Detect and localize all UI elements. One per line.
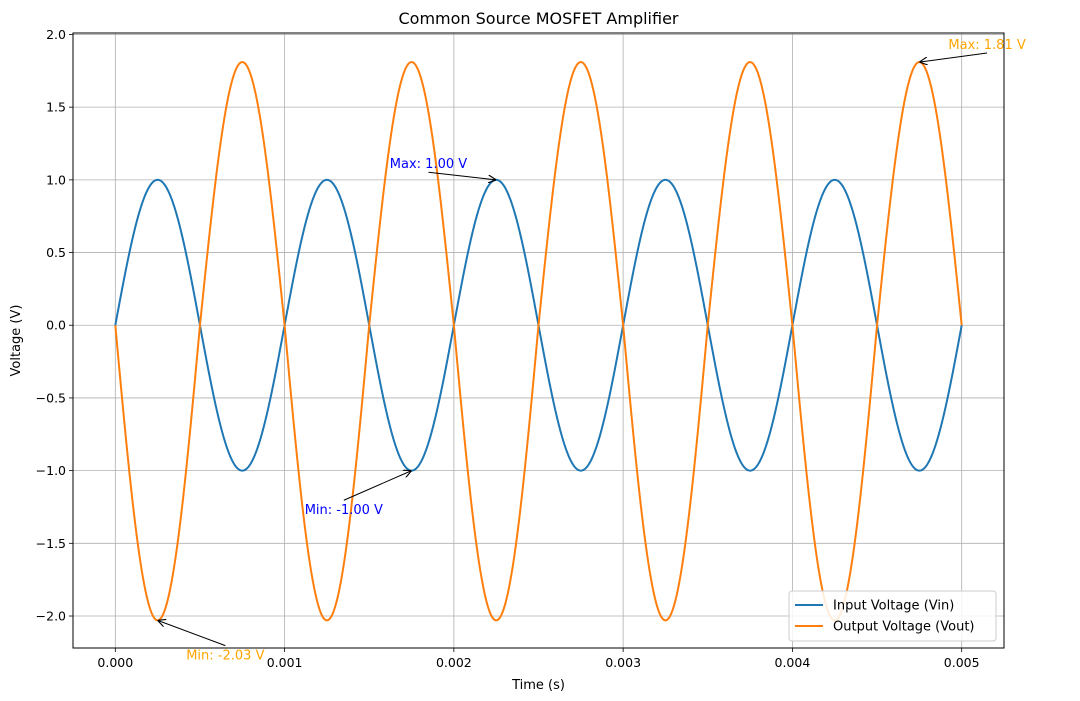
- x-axis-title: Time (s): [511, 678, 565, 693]
- series-lines: [114, 61, 963, 622]
- y-tick-label: 0.5: [46, 245, 66, 260]
- annotation-arrow: [158, 620, 226, 647]
- legend-box: [788, 590, 997, 642]
- y-tick-label: −1.0: [36, 463, 66, 478]
- annotation-label: Min: -1.00 V: [305, 503, 383, 518]
- annotation-arrow: [343, 471, 412, 501]
- legend: Input Voltage (Vin) Output Voltage (Vout): [788, 590, 997, 642]
- annotation-label: Max: 1.81 V: [948, 38, 1025, 53]
- x-tick-label: 0.003: [605, 655, 641, 670]
- annotation-label: Min: -2.03 V: [186, 649, 264, 664]
- annotations: Max: 1.00 V Min: -1.00 V Max: 1.81 V Min: -…: [158, 38, 1026, 664]
- x-tick-label: 0.000: [97, 655, 133, 670]
- series-line-1: [114, 61, 963, 622]
- x-tick-label: 0.002: [436, 655, 472, 670]
- annotation-label: Max: 1.00 V: [390, 157, 467, 172]
- y-tick-label: −0.5: [36, 390, 66, 405]
- y-tick-label: 0.0: [46, 318, 66, 333]
- y-axis-title: Voltage (V): [9, 305, 24, 377]
- y-tick-label: 1.0: [46, 172, 66, 187]
- annotation-arrow: [428, 171, 496, 180]
- x-tick-label: 0.001: [267, 655, 303, 670]
- y-tick-label: −1.5: [36, 536, 66, 551]
- plot-frame: [72, 32, 1005, 649]
- x-tick-label: 0.004: [775, 655, 811, 670]
- x-tick-label: 0.005: [944, 655, 980, 670]
- annotation-arrow: [919, 52, 988, 62]
- y-tick-label: −2.0: [36, 609, 66, 624]
- legend-label: Output Voltage (Vout): [833, 620, 975, 635]
- legend-label: Input Voltage (Vin): [833, 599, 954, 614]
- axis-ticks: 0.000 0.001 0.002 0.003 0.004 0.005 −2.0 −1.5 −1…: [36, 27, 980, 670]
- y-tick-label: 1.5: [46, 100, 66, 115]
- chart-title: Common Source MOSFET Amplifier: [399, 9, 679, 28]
- y-tick-label: 2.0: [46, 27, 66, 42]
